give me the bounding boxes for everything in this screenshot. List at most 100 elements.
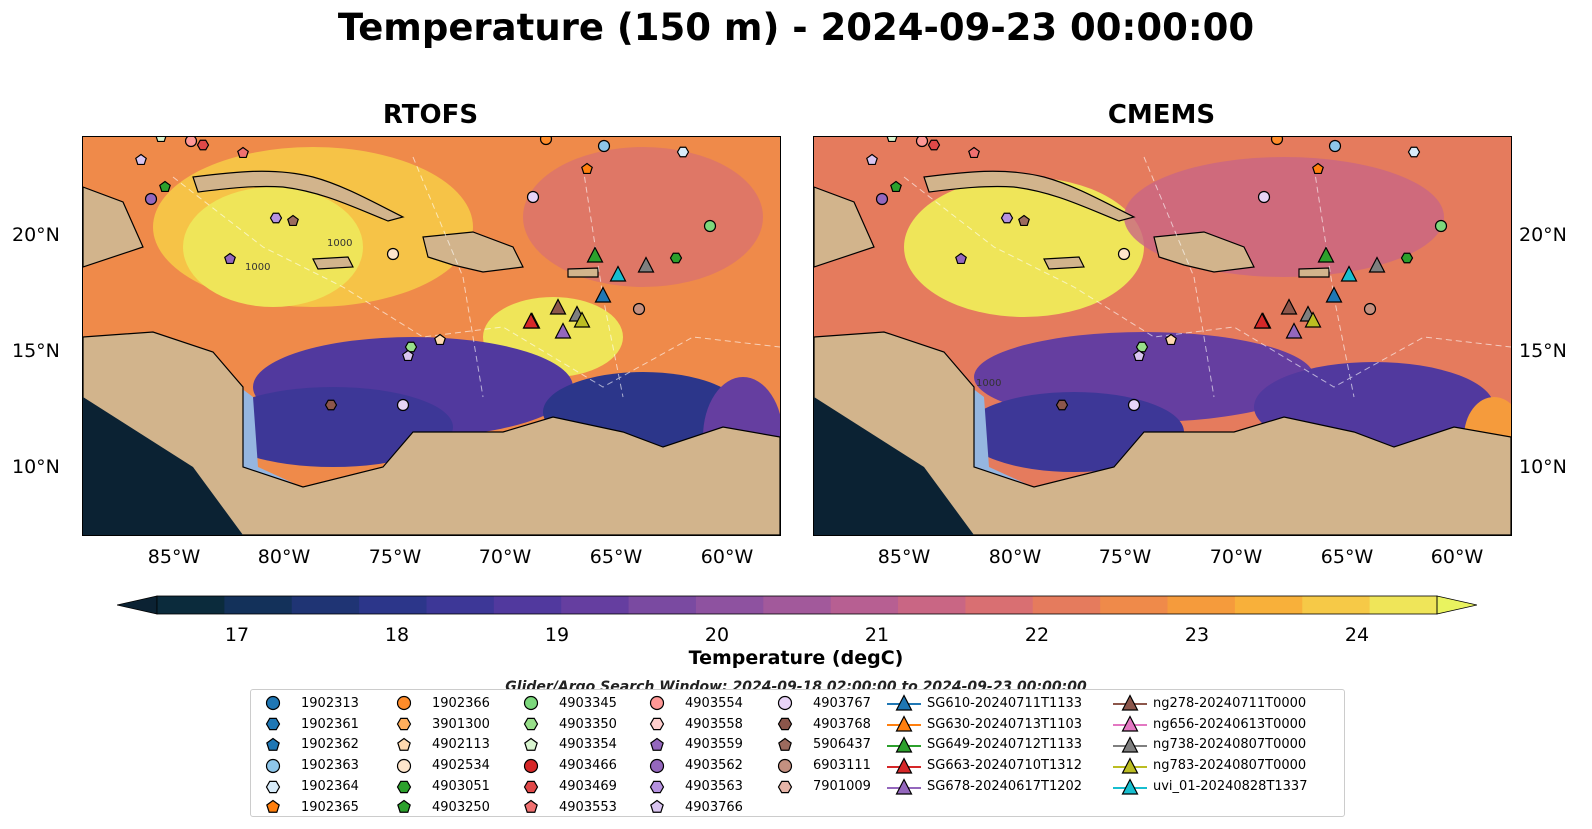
map-panel-rtofs[interactable] xyxy=(82,136,781,536)
glider-marker xyxy=(594,286,612,303)
argo-float-marker xyxy=(955,252,967,265)
pentagon-marker-icon xyxy=(524,737,538,751)
contour-label: 1000 xyxy=(245,262,271,273)
legend-item-argo: 4903469 xyxy=(517,776,617,797)
colorbar-tick-label: 24 xyxy=(1344,624,1370,646)
argo-float-marker xyxy=(875,192,889,206)
argo-float-marker xyxy=(539,137,553,146)
circle-marker-icon xyxy=(265,758,281,773)
legend-column: 4903767 4903768 5906437 6903111 7901009 xyxy=(771,693,871,797)
legend-item-argo: 4903766 xyxy=(643,797,743,818)
colorbar-tick-label: 23 xyxy=(1184,624,1210,646)
triangle-marker-icon xyxy=(1113,694,1147,711)
colorbar-segment xyxy=(1234,596,1303,614)
hexagon-marker-icon xyxy=(523,717,539,731)
legend-item-glider: SG630-20240713T1103 xyxy=(887,714,1082,735)
lat-tick-label: 10°N xyxy=(12,456,60,478)
argo-float-marker xyxy=(324,399,338,411)
lat-tick-label: 20°N xyxy=(12,224,60,246)
legend-item-argo: 4903554 xyxy=(643,693,743,714)
argo-float-marker xyxy=(581,162,593,175)
colorbar-frame xyxy=(156,595,1438,615)
legend-column: 1902313 1902361 1902362 1902363 1902364 19023… xyxy=(259,693,359,818)
legend-label: SG649-20240712T1133 xyxy=(927,737,1083,753)
legend-label: 4903563 xyxy=(685,779,743,795)
legend-item-glider: ng278-20240711T0000 xyxy=(1113,693,1307,714)
legend-label: 4903250 xyxy=(432,799,490,815)
legend-item-argo: 1902313 xyxy=(259,693,359,714)
legend-item-argo: 4903559 xyxy=(643,735,743,756)
hexagon-marker-icon xyxy=(523,780,539,793)
legend-label: 4903469 xyxy=(559,779,617,795)
legend-item-glider: ng656-20240613T0000 xyxy=(1113,714,1307,735)
lon-tick-label: 75°W xyxy=(368,546,422,568)
glider-marker xyxy=(1368,256,1386,273)
contour-label: 1000 xyxy=(976,378,1002,389)
lat-tick-label: 20°N xyxy=(1519,224,1567,246)
legend-label: 4903554 xyxy=(685,695,743,711)
legend-label: 4903559 xyxy=(685,737,743,753)
land-puerto-rico xyxy=(1298,267,1330,278)
lon-tick-label: 75°W xyxy=(1098,546,1152,568)
legend-label: 4903354 xyxy=(559,737,617,753)
legend-item-argo: 4903350 xyxy=(517,714,617,735)
colorbar-segment xyxy=(224,596,293,614)
pacific-ocean xyxy=(83,397,243,535)
land-cuba xyxy=(192,170,405,222)
legend-label: 1902361 xyxy=(301,716,359,732)
colorbar-svg xyxy=(116,595,1478,615)
colorbar-segment xyxy=(561,596,630,614)
legend-label: 1902364 xyxy=(301,779,359,795)
lon-tick-label: 70°W xyxy=(478,546,532,568)
lon-tick-label: 65°W xyxy=(1320,546,1374,568)
argo-float-marker xyxy=(1133,349,1145,362)
figure-title: Temperature (150 m) - 2024-09-23 00:00:0… xyxy=(337,6,1255,49)
argo-float-marker xyxy=(886,137,898,143)
legend-label: SG678-20240617T1202 xyxy=(927,779,1083,795)
argo-float-marker xyxy=(1117,247,1131,261)
lon-tick-label: 80°W xyxy=(257,546,311,568)
argo-float-marker xyxy=(396,398,410,412)
lon-tick-label: 60°W xyxy=(700,546,754,568)
argo-float-marker xyxy=(144,192,158,206)
legend-label: 4902113 xyxy=(432,737,490,753)
map-panel-cmems[interactable] xyxy=(813,136,1512,536)
argo-float-marker xyxy=(632,302,646,316)
argo-float-marker xyxy=(1312,162,1324,175)
legend-label: ng278-20240711T0000 xyxy=(1153,695,1307,711)
legend-label: 4903466 xyxy=(559,758,617,774)
argo-float-marker xyxy=(526,190,540,204)
panel-title-rtofs: RTOFS xyxy=(382,100,479,130)
legend-label: 1902363 xyxy=(301,758,359,774)
map-cmems-svg xyxy=(814,137,1511,535)
colorbar-segment xyxy=(426,596,495,614)
legend-label: 7901009 xyxy=(813,779,871,795)
pentagon-marker-icon xyxy=(524,800,538,814)
colorbar-tick-label: 22 xyxy=(1024,624,1050,646)
lon-tick-label: 85°W xyxy=(147,546,201,568)
argo-float-marker xyxy=(1135,341,1149,353)
argo-float-marker xyxy=(1434,219,1448,233)
legend-label: 1902366 xyxy=(432,695,490,711)
glider-marker xyxy=(1317,246,1335,263)
cold-patch xyxy=(213,387,453,467)
pentagon-marker-icon xyxy=(266,737,280,751)
triangle-marker-icon xyxy=(1113,756,1147,774)
argo-float-marker xyxy=(159,180,171,193)
triangle-marker-icon xyxy=(1113,715,1147,732)
legend-label: 4903553 xyxy=(559,799,617,815)
colorbar-segment xyxy=(359,596,427,614)
legend-label: 5906437 xyxy=(813,737,871,753)
legend-item-glider: SG649-20240712T1133 xyxy=(887,735,1082,756)
land-jamaica xyxy=(1043,256,1085,270)
legend-item-glider: ng738-20240807T0000 xyxy=(1113,735,1307,756)
argo-float-marker xyxy=(224,252,236,265)
colorbar-tick-label: 19 xyxy=(544,624,570,646)
pentagon-marker-icon xyxy=(397,800,411,814)
glider-marker xyxy=(1325,286,1343,303)
land-central-south-america xyxy=(814,331,1511,535)
map-markers-rtofs xyxy=(135,137,717,412)
colorbar-segment xyxy=(1032,596,1101,614)
argo-float-marker xyxy=(1000,212,1014,224)
colorbar-segment xyxy=(1369,596,1438,614)
